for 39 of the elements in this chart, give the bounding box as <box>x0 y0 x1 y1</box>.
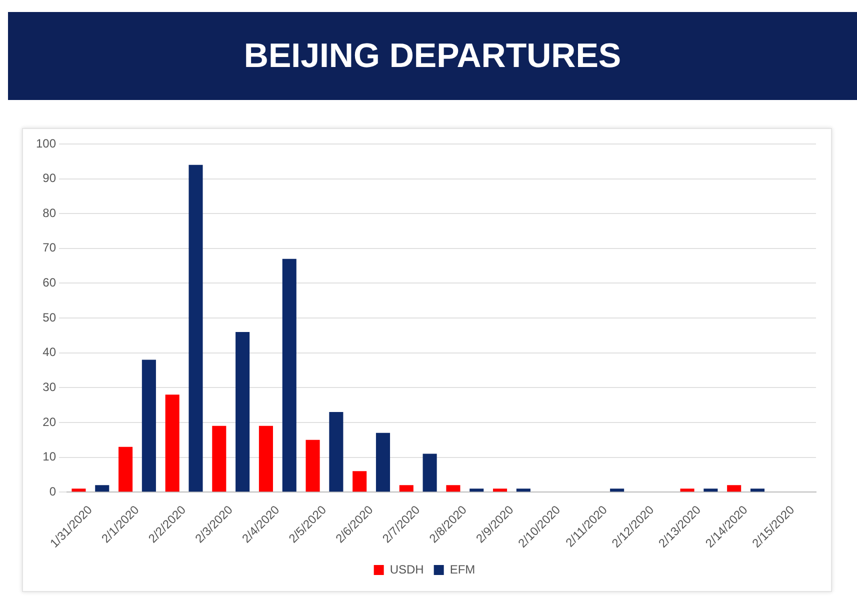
legend-label: USDH <box>390 562 424 576</box>
bar <box>680 488 694 492</box>
bar <box>422 454 437 492</box>
bar <box>72 488 86 492</box>
bar <box>258 426 273 492</box>
y-tick-label: 10 <box>42 450 56 464</box>
y-tick-label: 60 <box>42 276 56 290</box>
legend-label: EFM <box>450 562 476 576</box>
bar <box>704 488 718 492</box>
y-tick-label: 40 <box>42 345 56 360</box>
bar <box>142 360 156 492</box>
bar <box>727 485 742 492</box>
chart-title: BEIJING DEPARTURES <box>8 12 857 100</box>
bar <box>446 485 460 492</box>
bar <box>376 432 390 492</box>
y-tick-label: 30 <box>42 380 56 394</box>
bar <box>236 332 250 492</box>
y-tick-label: 80 <box>42 206 56 220</box>
bar <box>516 488 530 492</box>
bar <box>610 488 624 492</box>
bar <box>95 485 110 492</box>
y-tick-label: 90 <box>42 171 56 186</box>
y-tick-label: 100 <box>36 136 56 150</box>
bar <box>212 426 226 492</box>
bar <box>118 446 133 492</box>
bar <box>282 258 296 492</box>
y-tick-label: 50 <box>42 310 56 324</box>
bar <box>399 485 414 492</box>
y-tick-label: 20 <box>42 414 56 429</box>
y-tick-label: 70 <box>42 240 56 255</box>
bar <box>306 440 320 492</box>
bar <box>750 488 765 492</box>
bar <box>352 471 367 492</box>
bar <box>165 394 180 492</box>
bar <box>493 488 508 492</box>
bar <box>188 164 203 492</box>
bar <box>470 488 484 492</box>
y-tick-label: 0 <box>49 484 56 498</box>
bar <box>329 412 344 492</box>
